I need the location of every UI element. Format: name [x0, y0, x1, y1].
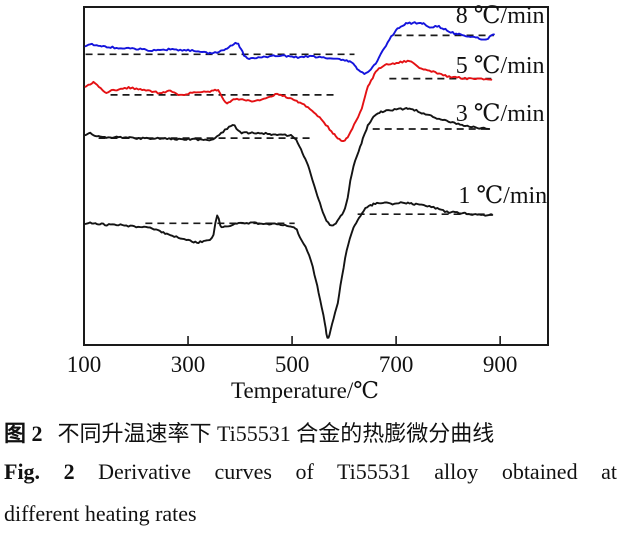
caption-en-label: Fig. 2	[4, 459, 75, 484]
label-8-min: 8 ℃/min	[456, 3, 545, 29]
series-5-min: 5 ℃/min	[84, 53, 545, 143]
curve-8-min	[84, 21, 495, 75]
x-tick-label: 500	[275, 352, 310, 377]
derivative-curves-chart: 100 300 500 700 900 Temperature/℃ 8 ℃/min 5 ℃/m…	[67, 3, 549, 403]
curve-3-min	[84, 107, 491, 227]
x-tick-label: 100	[67, 352, 102, 377]
caption-en-line1: Fig. 2 Derivative curves of Ti55531 allo…	[4, 459, 617, 485]
curve-5-min	[84, 59, 493, 143]
caption-en-text1: Derivative curves of Ti55531 alloy obtai…	[98, 459, 617, 484]
x-axis: 100 300 500 700 900 Temperature/℃	[67, 336, 518, 403]
label-3-min: 3 ℃/min	[456, 101, 545, 127]
label-1-min: 1 ℃/min	[458, 183, 547, 209]
series-8-min: 8 ℃/min	[84, 3, 545, 75]
x-tick-label: 900	[483, 352, 518, 377]
x-axis-title: Temperature/℃	[231, 378, 379, 403]
x-tick-label: 300	[171, 352, 206, 377]
plot-border	[83, 6, 549, 346]
caption-zh: 图 2 不同升温速率下 Ti55531 合金的热膨微分曲线	[4, 421, 617, 447]
caption-zh-text: 不同升温速率下 Ti55531 合金的热膨微分曲线	[57, 421, 495, 446]
series-1-min: 1 ℃/min	[84, 183, 547, 339]
caption-en-line2: different heating rates	[4, 501, 197, 526]
curve-1-min	[84, 201, 494, 339]
caption-zh-label: 图 2	[4, 421, 43, 446]
x-tick-label: 700	[379, 352, 414, 377]
label-5-min: 5 ℃/min	[456, 53, 545, 79]
series-3-min: 3 ℃/min	[84, 101, 545, 227]
